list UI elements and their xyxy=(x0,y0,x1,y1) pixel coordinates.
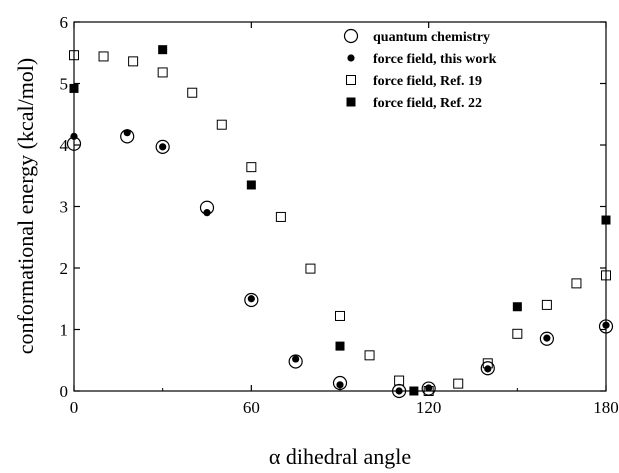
legend-marker xyxy=(346,75,356,85)
y-axis-label: conformational energy (kcal/mol) xyxy=(13,58,38,354)
data-point xyxy=(158,45,168,55)
legend: quantum chemistry force field, this work f… xyxy=(343,28,497,111)
data-point xyxy=(539,331,554,346)
data-point xyxy=(425,384,433,392)
legend-label: force field, Ref. 22 xyxy=(373,96,482,111)
data-point xyxy=(335,341,345,351)
data-point xyxy=(409,386,419,396)
legend-label: force field, this work xyxy=(373,52,497,67)
data-point xyxy=(336,381,344,389)
data-point xyxy=(512,328,523,339)
data-point xyxy=(512,302,522,312)
x-tick-label: 60 xyxy=(243,398,260,417)
data-point xyxy=(453,378,464,389)
y-tick-label: 5 xyxy=(60,75,69,94)
data-point xyxy=(305,263,316,274)
plot-frame xyxy=(73,21,607,392)
legend-marker xyxy=(343,28,359,44)
data-point xyxy=(216,119,227,130)
x-axis-label: α dihedral angle xyxy=(269,444,411,469)
data-point xyxy=(69,83,79,93)
data-point xyxy=(187,87,198,98)
y-tick-label: 2 xyxy=(60,259,69,278)
data-point xyxy=(484,365,492,373)
y-tick-label: 6 xyxy=(60,13,69,32)
data-point xyxy=(395,387,403,395)
data-point xyxy=(394,375,405,386)
data-point xyxy=(246,180,256,190)
y-tick-label: 0 xyxy=(60,382,69,401)
y-tick-label: 3 xyxy=(60,198,69,217)
data-point xyxy=(275,211,286,222)
data-points xyxy=(66,45,614,399)
data-point xyxy=(288,354,303,369)
data-point xyxy=(601,215,611,225)
data-point xyxy=(244,292,259,308)
data-point xyxy=(421,381,436,396)
series-filled-square xyxy=(69,45,611,396)
data-point xyxy=(541,299,552,310)
data-point xyxy=(480,361,495,376)
data-point xyxy=(332,375,348,391)
data-point xyxy=(155,139,170,154)
series-open-circle xyxy=(66,129,614,399)
data-point xyxy=(364,350,375,361)
data-point xyxy=(543,334,551,342)
data-point xyxy=(335,310,345,321)
legend-marker xyxy=(346,97,356,107)
data-point xyxy=(69,50,79,61)
y-tick-label: 4 xyxy=(60,136,69,155)
data-point xyxy=(157,67,168,78)
series-filled-circle xyxy=(70,129,610,395)
legend-label: force field, Ref. 19 xyxy=(373,74,482,89)
data-point xyxy=(128,56,139,67)
axis-ticks xyxy=(73,21,607,392)
y-tick-label: 1 xyxy=(60,321,69,340)
plot-border xyxy=(73,21,607,392)
data-point xyxy=(292,355,300,363)
x-tick-label: 0 xyxy=(70,398,79,417)
x-tick-label: 120 xyxy=(416,398,442,417)
x-tick-label: 180 xyxy=(593,398,619,417)
data-point xyxy=(598,319,614,334)
data-point xyxy=(98,51,109,62)
data-point xyxy=(392,383,407,399)
legend-label: quantum chemistry xyxy=(373,30,490,45)
data-point xyxy=(123,129,131,137)
data-point xyxy=(203,209,211,217)
legend-marker xyxy=(347,54,355,62)
tick-labels: 0 60 120 180 0 1 2 3 4 5 6 xyxy=(60,13,619,417)
data-point xyxy=(159,143,167,151)
data-point xyxy=(247,295,255,303)
data-point xyxy=(571,278,582,289)
data-point xyxy=(601,270,611,281)
data-point xyxy=(602,321,610,329)
data-point xyxy=(246,162,257,173)
series-open-square xyxy=(69,50,611,396)
data-point xyxy=(70,132,78,140)
